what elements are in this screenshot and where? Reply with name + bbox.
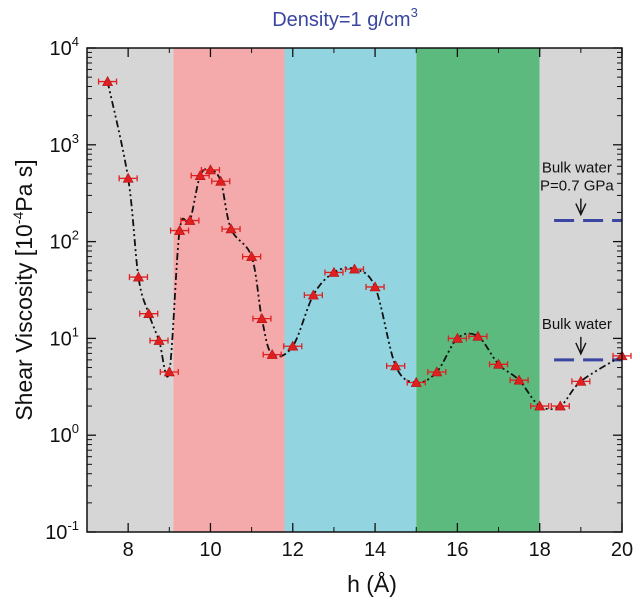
region-band <box>173 48 285 532</box>
data-point <box>174 224 186 235</box>
data-point <box>246 250 258 261</box>
data-point <box>307 289 319 300</box>
data-point <box>554 400 566 411</box>
data-point <box>102 75 114 86</box>
data-point <box>215 175 227 186</box>
region-band <box>416 48 540 532</box>
data-point <box>266 348 278 359</box>
data-point <box>256 313 268 323</box>
x-axis-label: h (Å) <box>347 570 397 597</box>
data-point <box>184 214 196 225</box>
x-tick-label: 16 <box>446 539 468 561</box>
x-tick-label: 18 <box>529 539 551 561</box>
region-band <box>539 48 622 532</box>
data-point <box>431 366 443 377</box>
data-point <box>534 400 546 411</box>
y-axis-label-suffix: Pa s] <box>11 159 37 211</box>
data-point <box>575 375 587 386</box>
data-point <box>390 360 402 371</box>
data-point <box>287 340 299 351</box>
y-tick-label: 102 <box>50 228 79 254</box>
x-tick-label: 12 <box>282 539 304 561</box>
data-point <box>493 358 505 369</box>
data-point <box>143 308 155 318</box>
data-point <box>132 271 144 282</box>
data-point <box>348 263 361 274</box>
y-tick-label: 101 <box>50 324 79 350</box>
series-group <box>97 75 632 411</box>
y-tick-label: 100 <box>50 421 79 447</box>
data-point <box>451 332 463 343</box>
reference-label: P=0.7 GPa <box>540 178 614 195</box>
data-point <box>410 376 422 387</box>
x-tick-label: 8 <box>123 539 134 561</box>
region-band <box>87 48 174 532</box>
chart-title-superscript: 3 <box>411 5 418 20</box>
x-tick-label: 14 <box>364 539 386 561</box>
data-point <box>204 164 216 175</box>
data-point <box>163 366 175 377</box>
data-point <box>369 281 381 292</box>
plot-frame <box>86 47 623 533</box>
region-band <box>284 48 417 532</box>
y-tick-label: 104 <box>50 34 79 60</box>
reference-label: Bulk water <box>542 160 612 177</box>
annotation-arrowhead <box>575 203 587 217</box>
annotation-arrowhead <box>575 342 587 356</box>
data-point <box>153 334 165 345</box>
reference-label: Bulk water <box>542 316 612 333</box>
y-axis-label: Shear Viscosity [10-4Pa s] <box>10 159 37 420</box>
data-point <box>122 172 134 183</box>
reference-lines <box>554 219 622 362</box>
y-tick-label: 10-1 <box>45 518 79 544</box>
x-tick-label: 20 <box>611 539 633 561</box>
axis-ticks: 8 10 12 14 16 18 20 10-1 100 101 102 103 104 <box>45 34 633 561</box>
data-point <box>472 330 484 341</box>
data-point <box>328 266 340 277</box>
data-point <box>513 374 525 385</box>
data-point <box>225 223 237 234</box>
y-axis-label-superscript: -4 <box>10 212 26 225</box>
background-bands <box>87 48 622 532</box>
chart-title: Density=1 g/cm3 <box>272 5 418 31</box>
y-tick-label: 103 <box>50 131 79 157</box>
data-point <box>194 170 206 180</box>
x-tick-label: 10 <box>199 539 221 561</box>
